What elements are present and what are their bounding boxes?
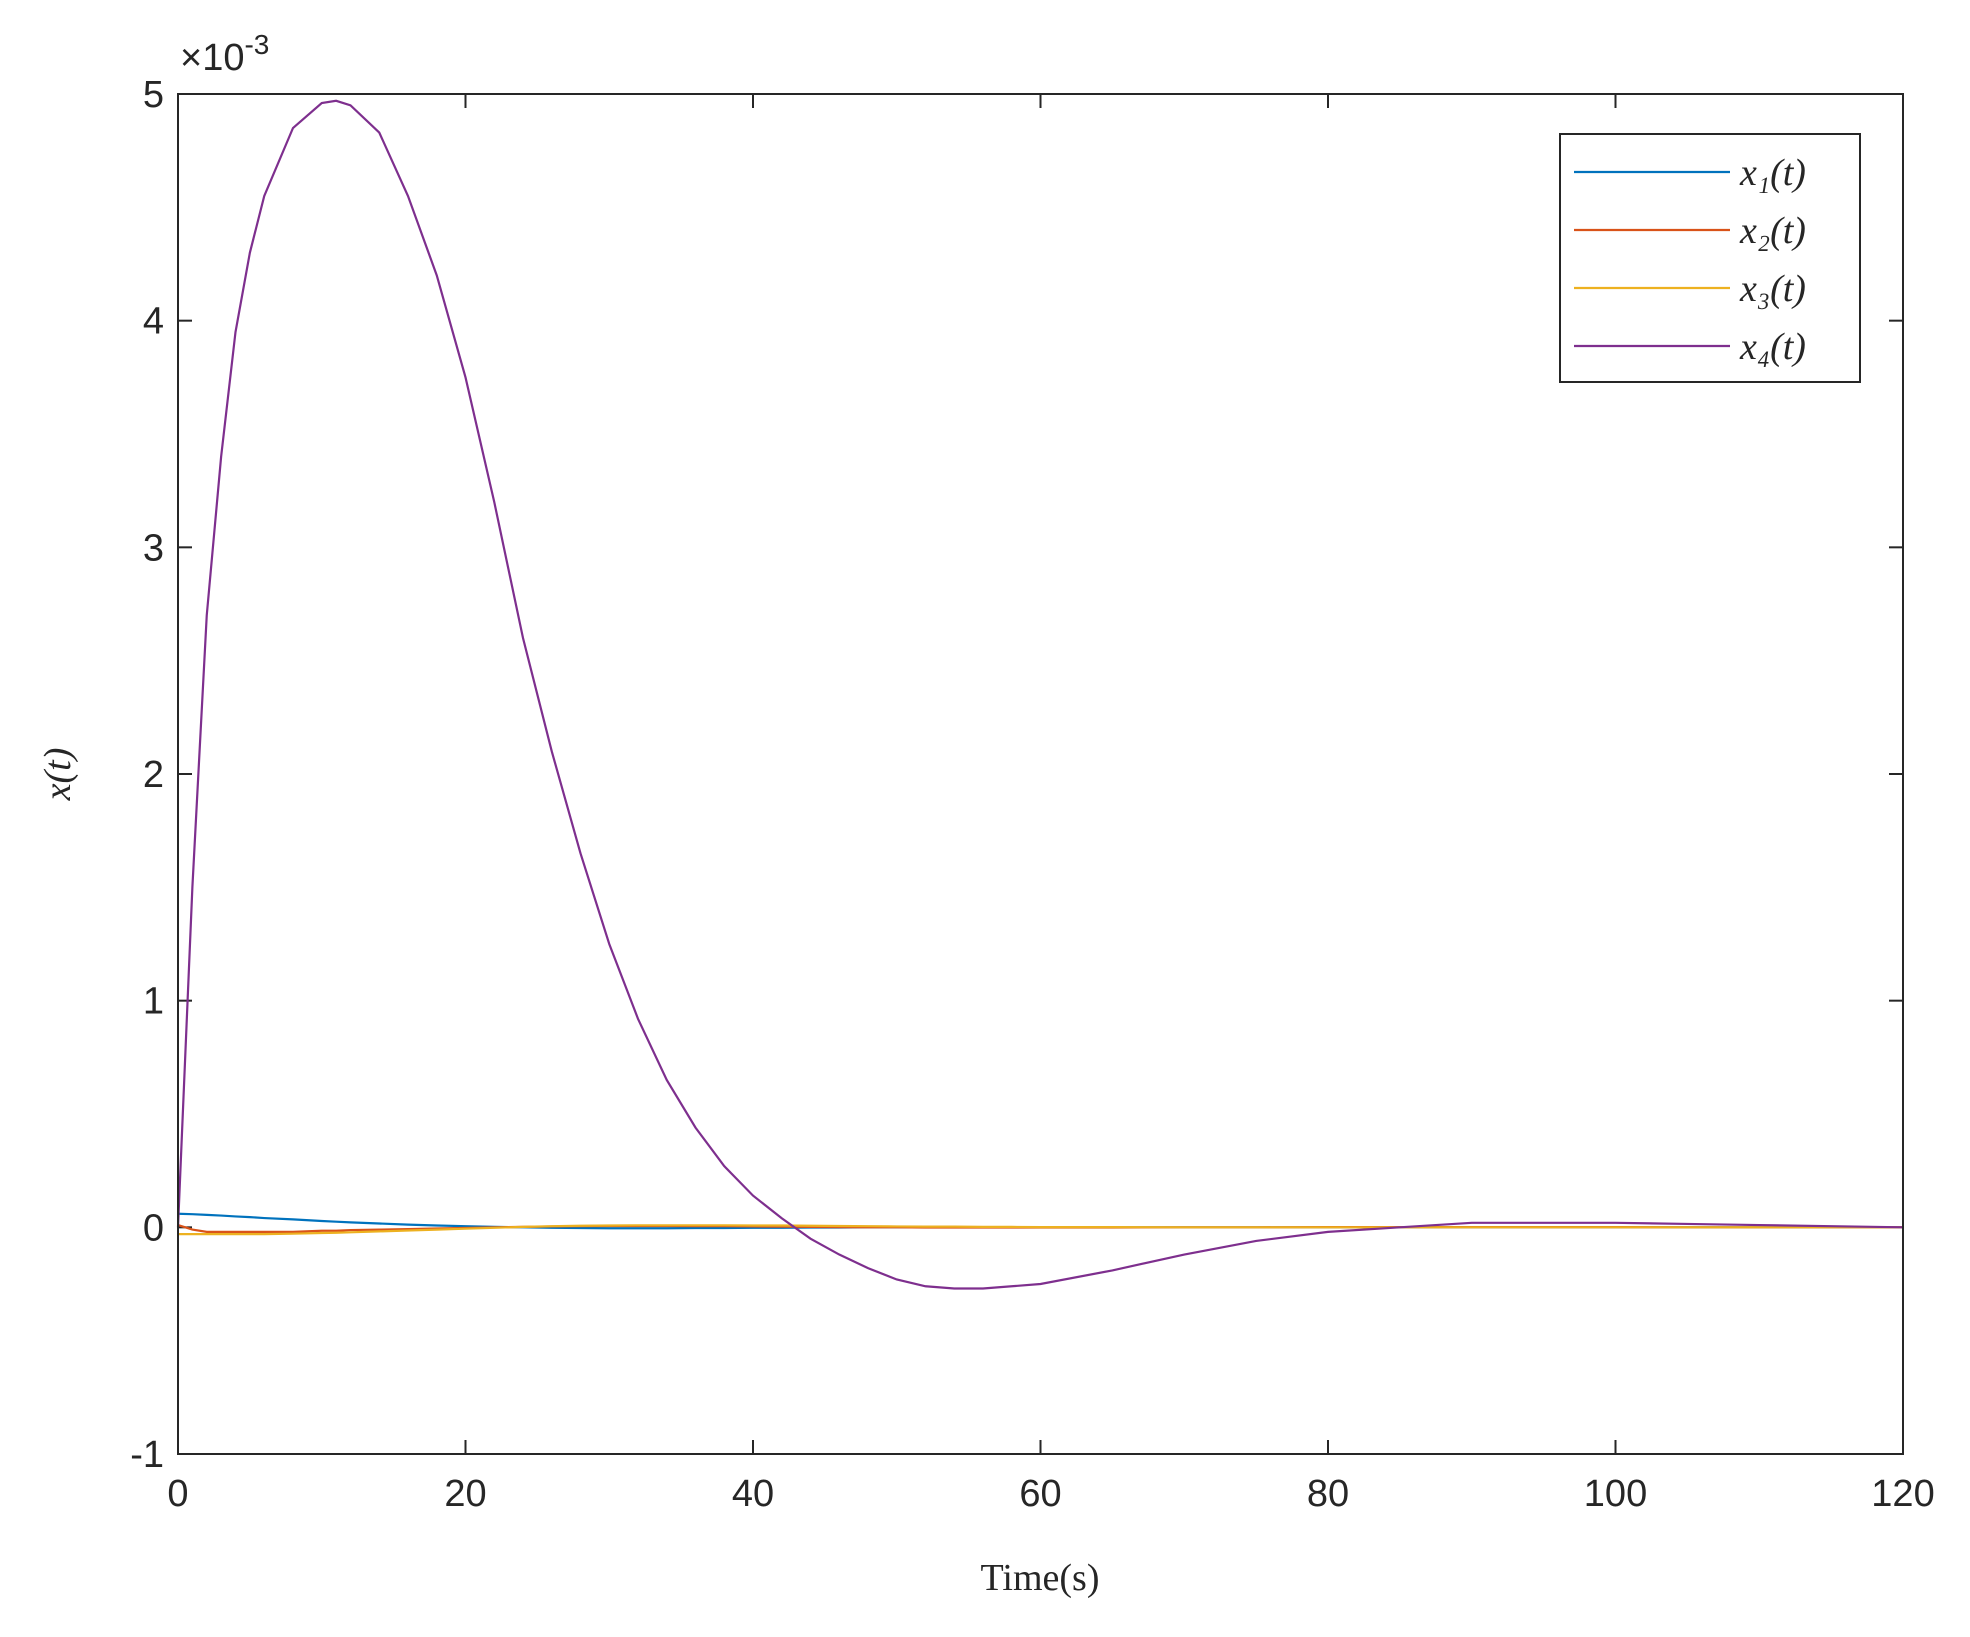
y-multiplier-exponent: -3 — [244, 29, 269, 60]
legend-label: x₄(t) — [1739, 326, 1806, 368]
y-multiplier: ×10-3 — [180, 29, 269, 79]
legend-box — [1559, 133, 1861, 383]
series-line — [176, 99, 1904, 1290]
x-axis-label: Time(s) — [981, 1557, 1100, 1599]
series-line — [178, 1224, 1903, 1236]
y-tick-label: 4 — [143, 301, 164, 343]
legend-label: x₂(t) — [1739, 210, 1806, 252]
x-tick-label: 60 — [1019, 1473, 1061, 1515]
y-tick-label: 0 — [143, 1207, 164, 1249]
y-tick-label: 3 — [143, 527, 164, 569]
legend-label: x₃(t) — [1739, 268, 1806, 310]
y-tick-label: 2 — [143, 754, 164, 796]
x-tick-label: 40 — [732, 1473, 774, 1515]
y-tick-label: 1 — [143, 981, 164, 1023]
legend-label: x₁(t) — [1739, 152, 1806, 194]
y-multiplier-base: ×10 — [180, 37, 244, 79]
x-tick-label: 80 — [1307, 1473, 1349, 1515]
y-tick-label: 5 — [143, 74, 164, 116]
x-tick-label: 100 — [1584, 1473, 1647, 1515]
x-tick-label: 0 — [167, 1473, 188, 1515]
x-tick-label: 120 — [1871, 1473, 1934, 1515]
axes-box — [177, 93, 1904, 1455]
y-axis-label: x(t) — [37, 748, 79, 802]
x-tick-label: 20 — [444, 1473, 486, 1515]
y-tick-label: -1 — [130, 1434, 164, 1476]
